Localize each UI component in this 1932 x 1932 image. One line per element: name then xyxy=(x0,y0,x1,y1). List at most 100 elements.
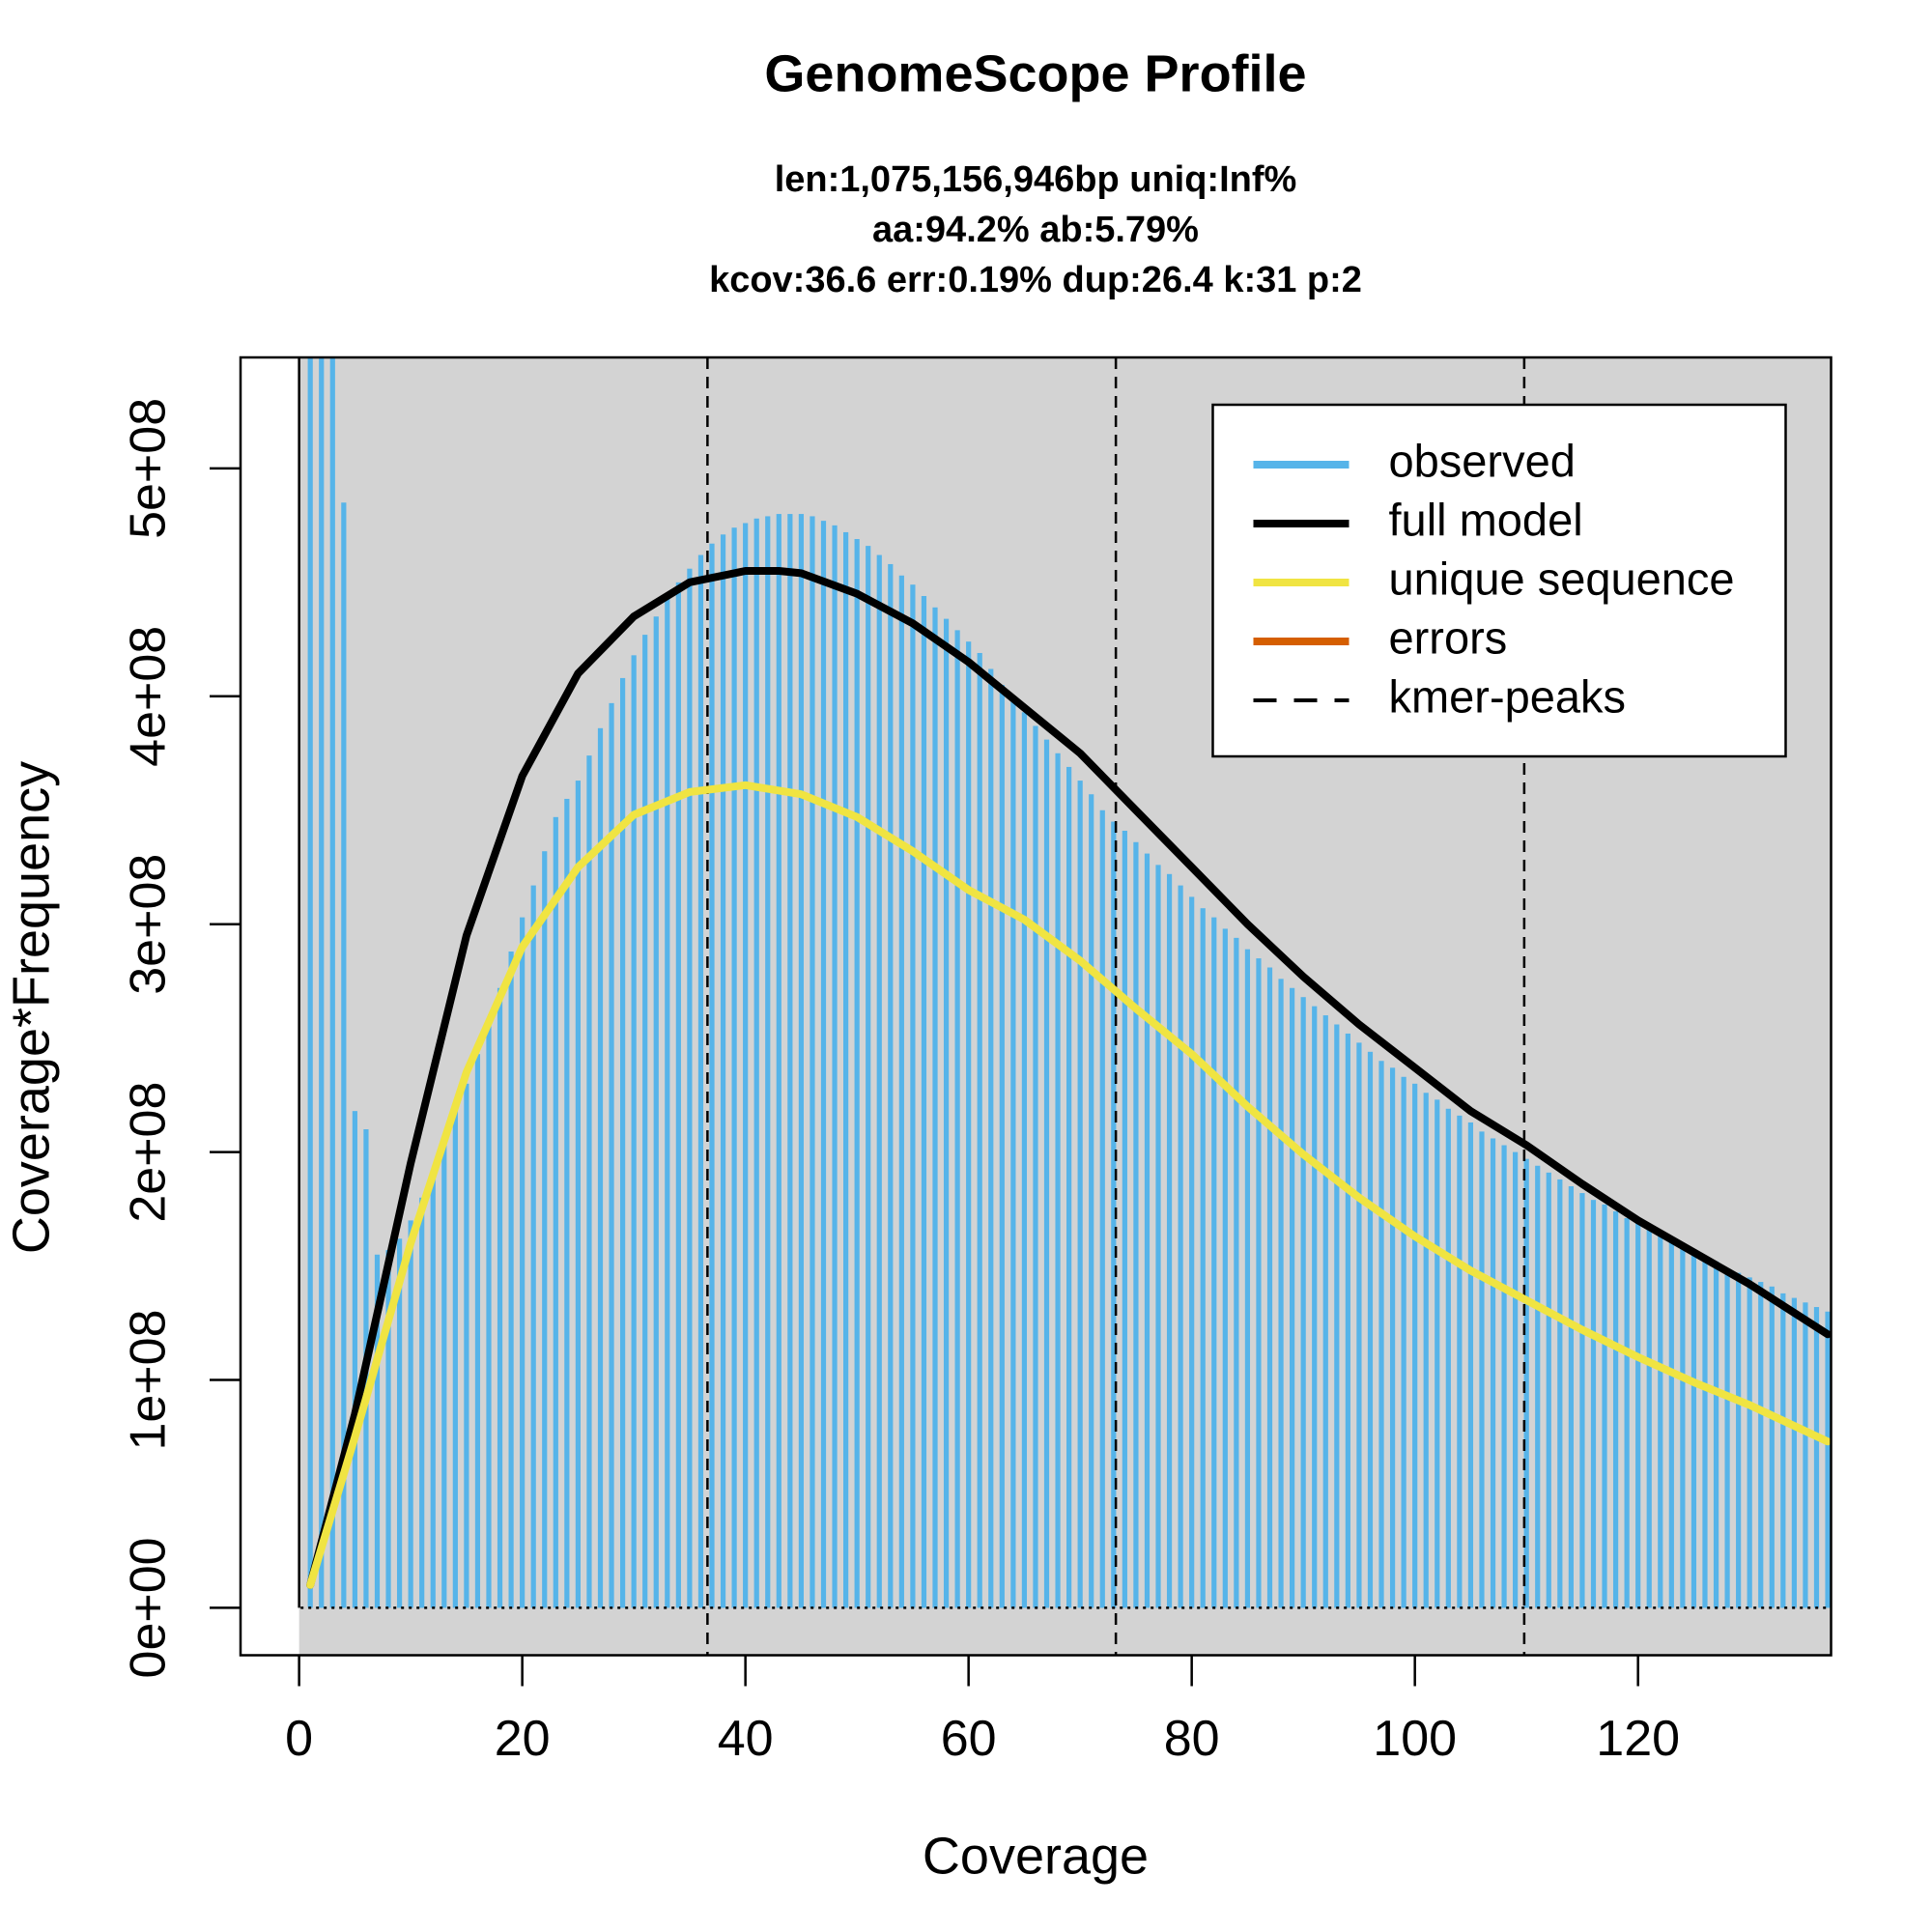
y-tick-label: 0e+00 xyxy=(121,1537,177,1678)
bar xyxy=(1144,853,1151,1608)
bar xyxy=(1590,1200,1597,1608)
bar xyxy=(977,652,982,1608)
bar xyxy=(1066,766,1072,1608)
bar xyxy=(1602,1204,1607,1608)
y-tick-label: 1e+08 xyxy=(121,1309,177,1450)
bar xyxy=(843,531,849,1608)
bar xyxy=(1401,1076,1406,1608)
bar xyxy=(1490,1138,1496,1608)
bar xyxy=(999,685,1005,1608)
bar xyxy=(1713,1261,1719,1608)
overlay: 0 20 40 60 80 100 120 0e+00 1e+08 2e+08 3e+08 4e+08… xyxy=(121,355,1833,1767)
bar xyxy=(1813,1307,1820,1608)
bar xyxy=(1803,1302,1808,1608)
bar xyxy=(1178,885,1183,1608)
bar xyxy=(1334,1024,1340,1608)
model-line xyxy=(306,781,1831,1589)
bar xyxy=(1122,830,1127,1608)
bar xyxy=(1256,958,1262,1608)
bar xyxy=(1769,1286,1775,1608)
bar xyxy=(486,1024,492,1608)
bar xyxy=(1345,1033,1350,1608)
bar xyxy=(1690,1252,1697,1608)
bar xyxy=(642,635,648,1608)
bar xyxy=(430,1170,436,1608)
bar xyxy=(341,502,347,1608)
bar xyxy=(1445,1108,1451,1608)
bar xyxy=(665,598,670,1608)
bar xyxy=(1736,1272,1742,1608)
bar xyxy=(910,584,916,1608)
bar xyxy=(385,1250,391,1608)
bar xyxy=(743,523,749,1608)
y-tick-label: 2e+08 xyxy=(121,1082,177,1223)
bar xyxy=(653,616,659,1608)
x-tick-label: 80 xyxy=(1164,1711,1220,1767)
bar xyxy=(1557,1179,1563,1608)
bar xyxy=(1747,1277,1752,1608)
y-tick-label: 5e+08 xyxy=(121,398,177,539)
bar xyxy=(441,1140,447,1608)
bar xyxy=(1702,1257,1708,1608)
plot-frame xyxy=(239,355,1833,1657)
bar xyxy=(866,546,871,1608)
x-tick-label: 60 xyxy=(941,1711,997,1767)
bar xyxy=(1290,987,1295,1608)
subtitle: kcov:36.6 err:0.19% dup:26.4 k:31 p:2 xyxy=(709,260,1362,300)
bar xyxy=(452,1111,458,1608)
bar xyxy=(888,563,894,1608)
bar xyxy=(1010,698,1016,1608)
bar xyxy=(1166,873,1173,1608)
bar xyxy=(1513,1151,1519,1608)
bar xyxy=(1646,1229,1652,1608)
bar xyxy=(1322,1015,1328,1608)
bar xyxy=(1356,1042,1362,1608)
bar xyxy=(319,357,325,1608)
bar xyxy=(307,357,313,1608)
bar xyxy=(1033,725,1038,1608)
bar xyxy=(1234,937,1239,1608)
bar xyxy=(687,568,693,1608)
bar xyxy=(954,630,960,1608)
bar xyxy=(586,755,592,1608)
legend-label: unique sequence xyxy=(1389,553,1735,604)
bar xyxy=(832,525,838,1608)
bar xyxy=(1043,739,1050,1608)
bar xyxy=(1099,810,1105,1608)
bar xyxy=(1155,865,1161,1608)
bar xyxy=(1222,928,1228,1608)
bar xyxy=(820,521,827,1608)
bar xyxy=(675,582,681,1608)
bar xyxy=(1501,1145,1507,1608)
bar xyxy=(898,575,904,1608)
bar xyxy=(542,851,548,1608)
y-tick-label: 3e+08 xyxy=(121,854,177,995)
bar xyxy=(1378,1061,1384,1608)
x-tick-label: 100 xyxy=(1373,1711,1457,1767)
bar xyxy=(419,1197,425,1608)
bar xyxy=(1189,896,1195,1608)
bar xyxy=(854,539,860,1608)
bar xyxy=(1133,841,1139,1608)
bar xyxy=(709,543,715,1608)
bar xyxy=(1423,1093,1429,1608)
bar xyxy=(1389,1067,1396,1608)
subtitle: aa:94.2% ab:5.79% xyxy=(872,210,1199,250)
bar xyxy=(553,816,558,1608)
bar xyxy=(1367,1051,1374,1608)
bar xyxy=(564,798,570,1608)
bar xyxy=(1021,712,1028,1608)
bar xyxy=(1546,1172,1551,1608)
bar xyxy=(697,554,704,1608)
bar xyxy=(1523,1158,1529,1608)
bar xyxy=(1300,997,1306,1608)
x-tick-label: 120 xyxy=(1596,1711,1680,1767)
bar xyxy=(1668,1240,1674,1608)
bar xyxy=(787,514,793,1608)
bar xyxy=(575,781,581,1608)
bar xyxy=(530,885,536,1608)
subtitle: len:1,075,156,946bp uniq:Inf% xyxy=(775,159,1297,200)
bar xyxy=(1467,1122,1474,1608)
bar xyxy=(497,987,503,1608)
bar xyxy=(609,702,614,1608)
